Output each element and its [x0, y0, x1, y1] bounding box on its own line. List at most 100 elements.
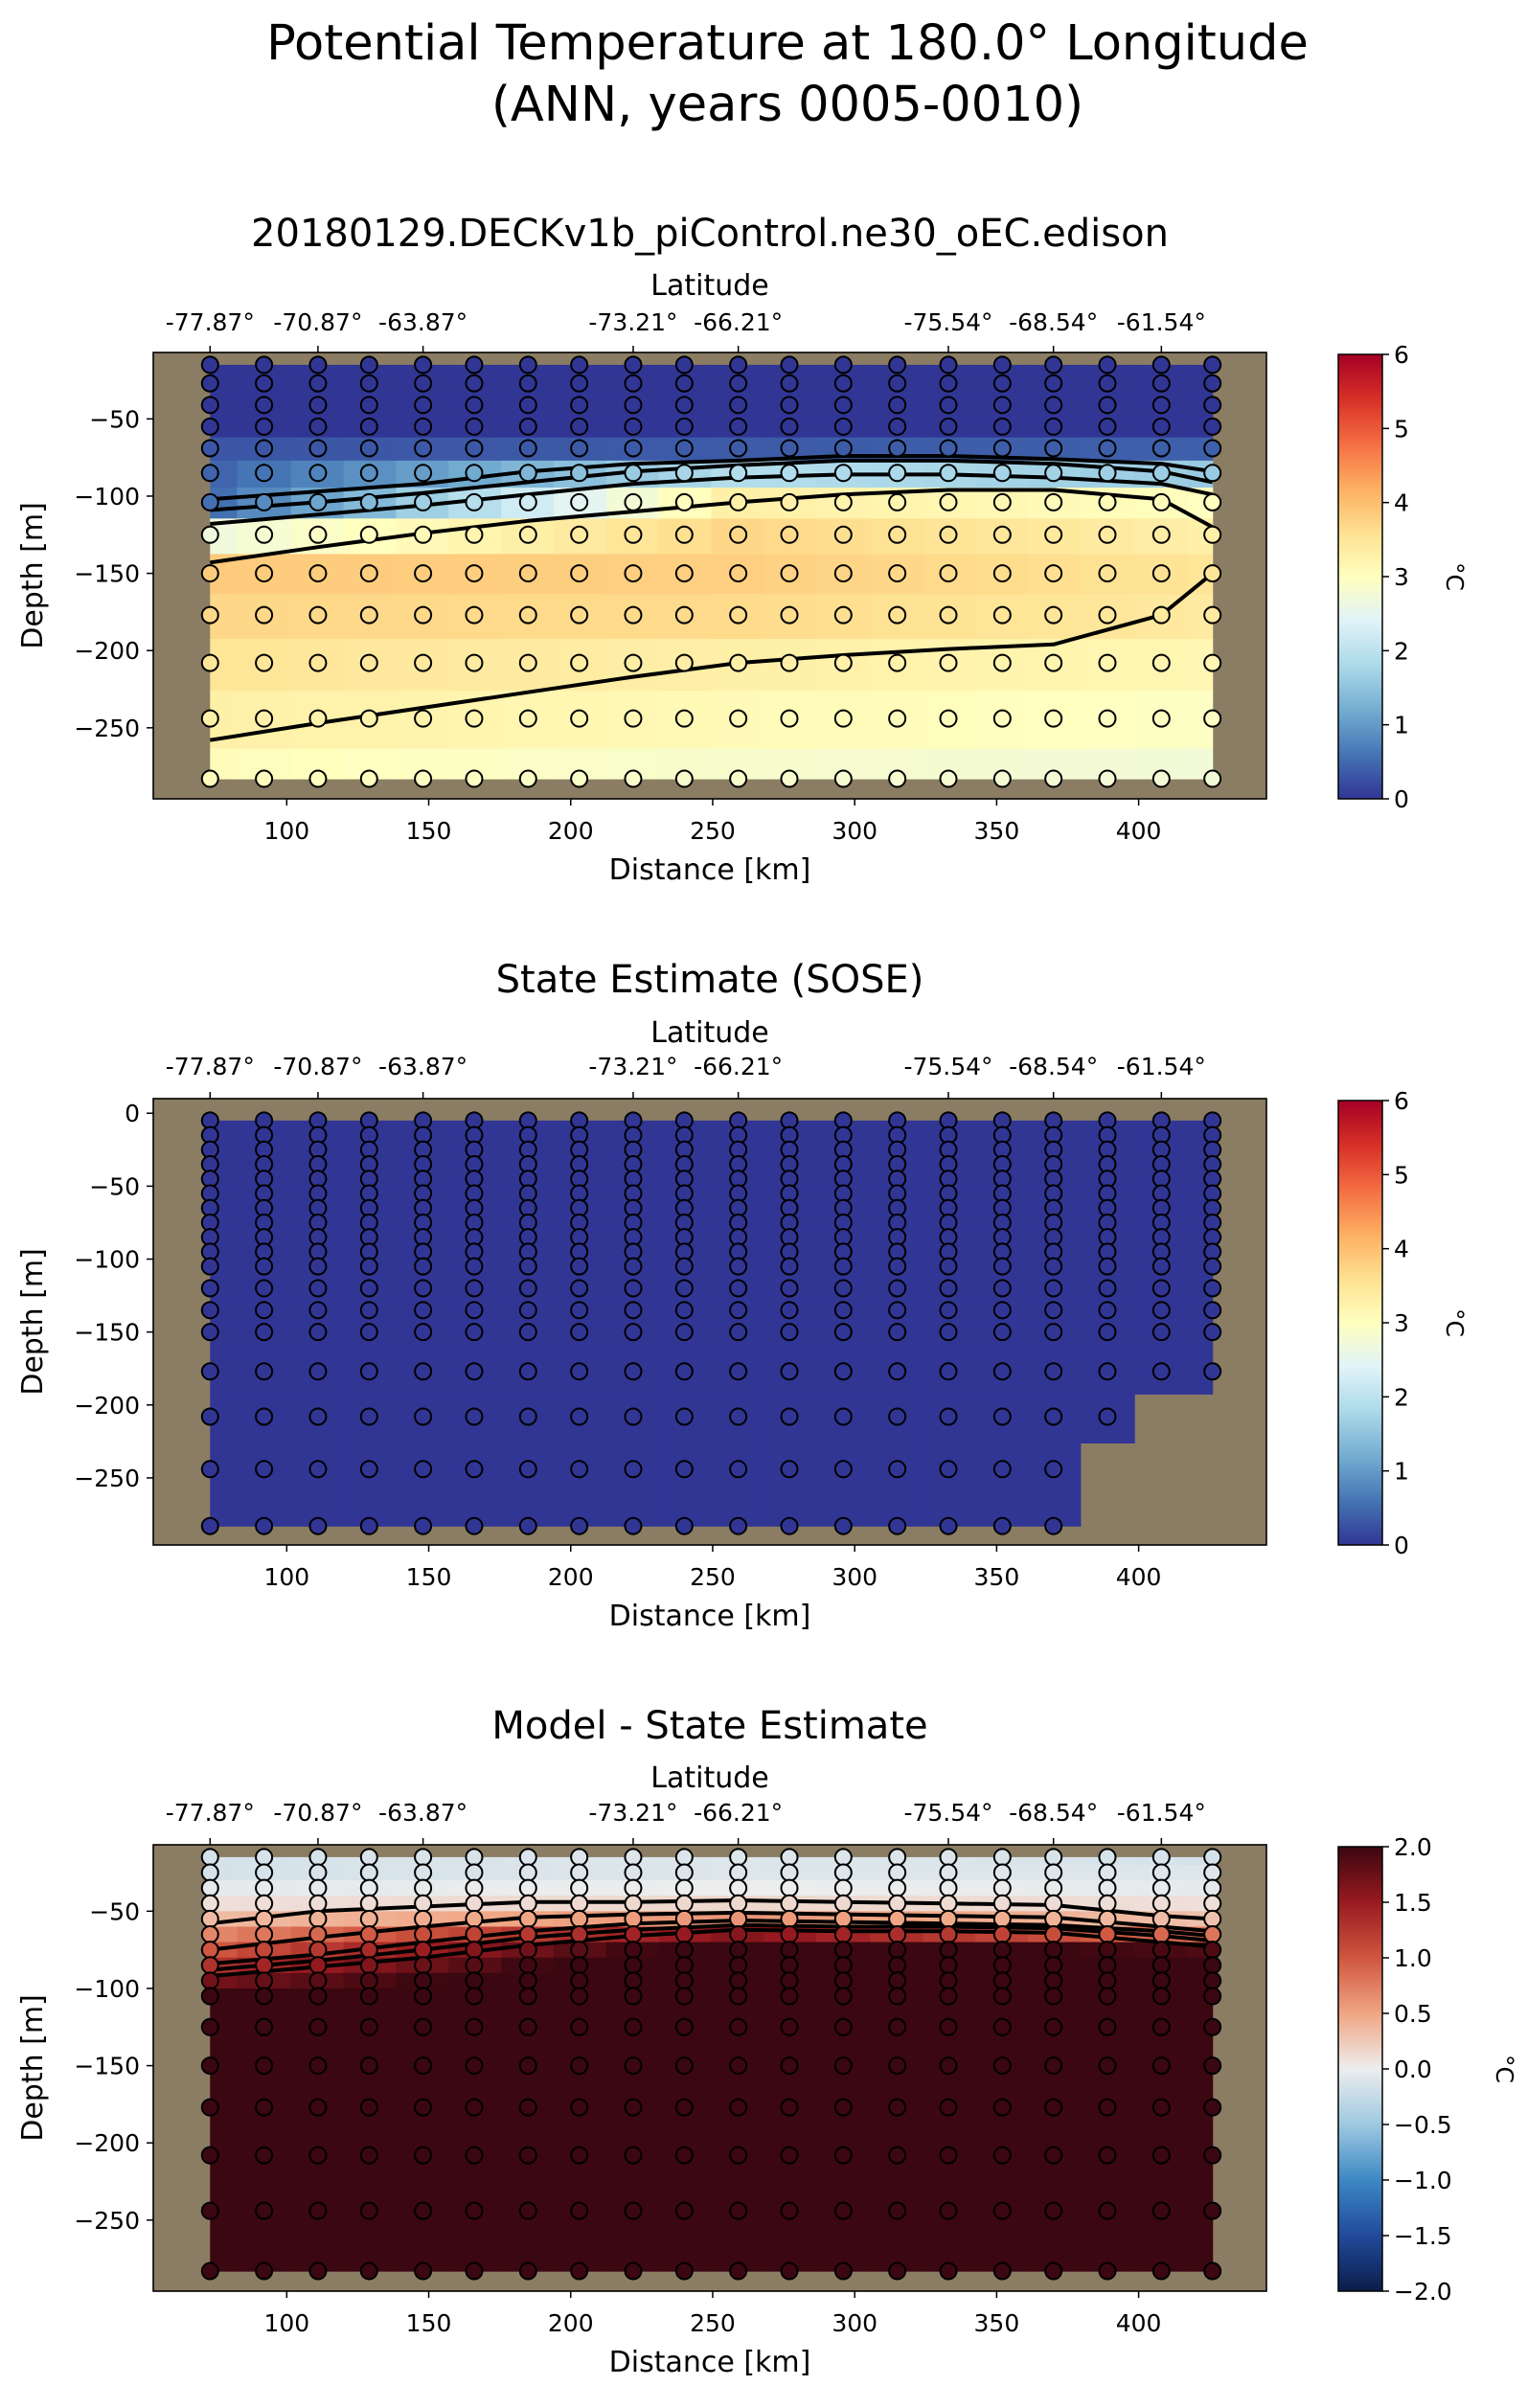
station-marker [518, 1956, 537, 1975]
station-marker [833, 1909, 853, 1928]
station-marker [624, 769, 643, 788]
station-marker [1203, 1848, 1222, 1867]
station-marker [200, 2098, 219, 2117]
y-tick-label: −50 [89, 1897, 140, 1925]
station-marker [414, 2098, 433, 2117]
station-marker [414, 1848, 433, 1867]
station-marker [888, 653, 907, 672]
station-marker [1098, 709, 1117, 728]
station-marker [570, 2261, 589, 2281]
station-marker [1151, 464, 1171, 483]
latitude-tick-label: -70.87° [273, 308, 362, 336]
station-marker [308, 1863, 328, 1882]
station-marker [833, 417, 853, 436]
station-marker [1044, 355, 1063, 375]
station-marker [992, 1925, 1012, 1944]
station-marker [570, 1257, 589, 1276]
y-tick-label: −150 [74, 2053, 140, 2080]
station-marker [888, 417, 907, 436]
station-marker [414, 1987, 433, 2006]
station-marker [308, 769, 328, 788]
station-marker [992, 1407, 1012, 1426]
station-marker [833, 653, 853, 672]
latitude-tick-label: -61.54° [1117, 308, 1206, 336]
station-marker [624, 1909, 643, 1928]
station-marker [729, 2201, 748, 2220]
station-marker [255, 1257, 274, 1276]
y-tick-label: −200 [74, 637, 140, 665]
station-marker [888, 769, 907, 788]
station-marker [518, 2146, 537, 2165]
station-marker [1203, 355, 1222, 375]
station-marker [1203, 1909, 1222, 1928]
station-marker [624, 1941, 643, 1960]
station-marker [729, 492, 748, 511]
station-marker [674, 417, 694, 436]
station-marker [729, 2017, 748, 2036]
station-marker [570, 374, 589, 393]
station-marker [570, 1971, 589, 1990]
station-marker [1203, 564, 1222, 583]
colorbar-tick-label: 3 [1394, 1309, 1409, 1337]
station-marker [465, 564, 484, 583]
station-marker [414, 2056, 433, 2076]
station-marker [729, 1909, 748, 1928]
station-marker [518, 769, 537, 788]
station-marker [1203, 709, 1222, 728]
station-marker [624, 396, 643, 415]
plot-area [153, 1845, 1266, 2291]
station-marker [833, 1971, 853, 1990]
station-marker [308, 709, 328, 728]
station-marker [939, 1956, 958, 1975]
station-marker [729, 564, 748, 583]
station-marker [1098, 1971, 1117, 1990]
station-marker [1044, 1323, 1063, 1342]
station-marker [518, 1301, 537, 1320]
station-marker [624, 2261, 643, 2281]
latitude-tick-label: -63.87° [378, 308, 467, 336]
station-marker [1044, 464, 1063, 483]
station-marker [1203, 1863, 1222, 1882]
station-marker [780, 1460, 799, 1479]
station-marker [414, 1956, 433, 1975]
station-marker [200, 709, 219, 728]
station-marker [1151, 1301, 1171, 1320]
station-marker [674, 355, 694, 375]
station-marker [359, 492, 378, 511]
station-marker [1098, 1925, 1117, 1944]
station-marker [308, 374, 328, 393]
station-marker [1151, 355, 1171, 375]
station-marker [200, 1279, 219, 1298]
station-marker [465, 1909, 484, 1928]
station-marker [414, 1909, 433, 1928]
station-marker [308, 1925, 328, 1944]
station-marker [833, 769, 853, 788]
station-marker [780, 653, 799, 672]
station-marker [1098, 374, 1117, 393]
station-marker [1098, 1848, 1117, 1867]
colorbar-tick-label: 0 [1394, 1532, 1409, 1559]
station-marker [939, 1941, 958, 1960]
station-marker [359, 2098, 378, 2117]
station-marker [1151, 653, 1171, 672]
panel-3: Model - State Estimate Latitude 100 150 200 2… [16, 1704, 1518, 2379]
station-marker [833, 564, 853, 583]
station-marker [624, 2017, 643, 2036]
station-marker [255, 709, 274, 728]
station-marker [308, 525, 328, 544]
station-marker [308, 1941, 328, 1960]
station-marker [939, 769, 958, 788]
station-marker [1203, 2056, 1222, 2076]
plot-area [153, 1099, 1266, 1545]
station-marker [1044, 564, 1063, 583]
y-tick-label: −100 [74, 1975, 140, 2003]
station-marker [939, 653, 958, 672]
station-marker [939, 396, 958, 415]
x-tick-label: 300 [832, 1563, 877, 1591]
station-marker [359, 1257, 378, 1276]
station-marker [255, 564, 274, 583]
station-marker [992, 1362, 1012, 1381]
station-marker [518, 605, 537, 625]
station-marker [308, 2201, 328, 2220]
